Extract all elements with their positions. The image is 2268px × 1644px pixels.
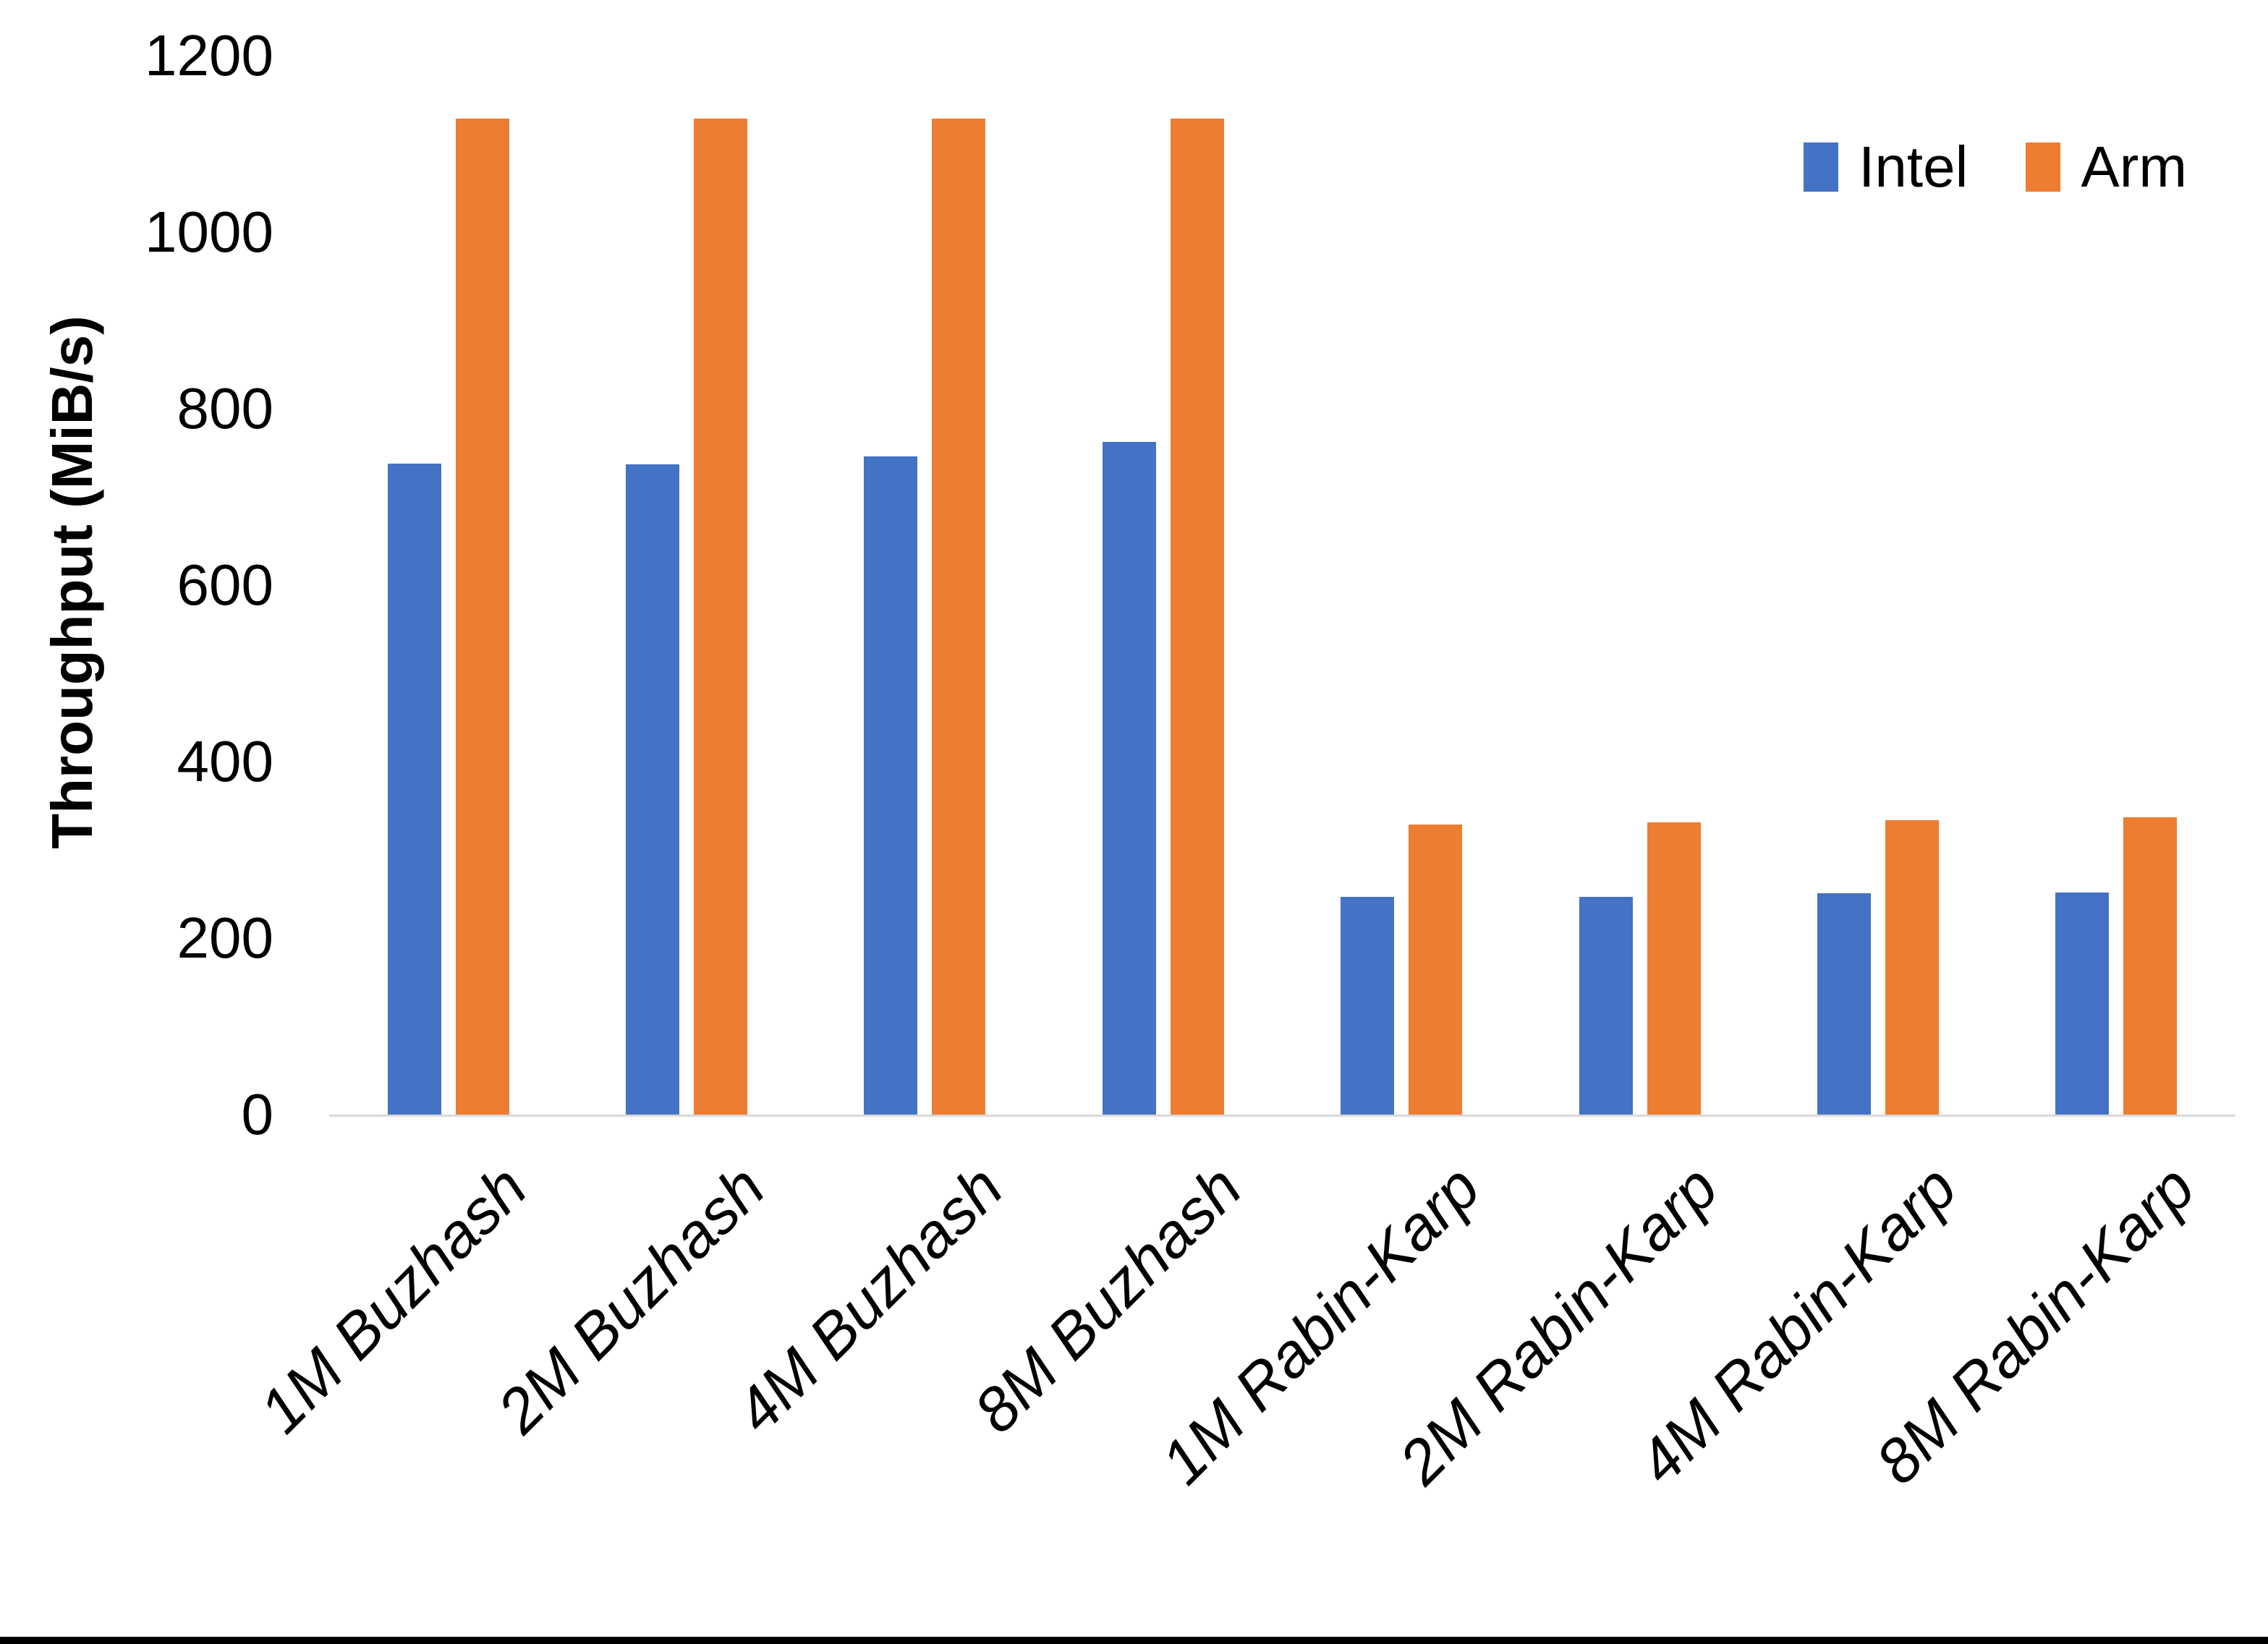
y-tick-1000: 1000 [145, 200, 273, 264]
bar-group-8m-rabin-karp [1997, 56, 2235, 1115]
bar-intel-4m-buzhash [864, 456, 918, 1115]
bar-arm-1m-rabin-karp [1409, 824, 1463, 1115]
bar-arm-4m-buzhash [932, 118, 986, 1115]
legend: Intel Arm [1804, 134, 2187, 200]
bar-intel-1m-buzhash [387, 463, 441, 1115]
legend-label-intel: Intel [1859, 135, 1968, 199]
bar-intel-1m-rabin-karp [1341, 896, 1395, 1115]
bar-arm-8m-rabin-karp [2123, 817, 2178, 1115]
bar-group-1m-buzhash [329, 56, 567, 1115]
y-tick-200: 200 [177, 906, 273, 970]
bar-group-4m-rabin-karp [1759, 56, 1997, 1115]
legend-swatch-intel [1804, 142, 1839, 192]
bar-arm-8m-buzhash [1170, 118, 1224, 1115]
y-tick-600: 600 [177, 553, 273, 617]
bar-arm-1m-buzhash [455, 118, 509, 1115]
bar-intel-2m-rabin-karp [1579, 896, 1633, 1115]
y-tick-1200: 1200 [145, 23, 273, 88]
bar-intel-4m-rabin-karp [1817, 893, 1871, 1115]
y-tick-800: 800 [177, 376, 273, 440]
bottom-border [0, 1637, 2268, 1644]
y-tick-0: 0 [241, 1082, 274, 1146]
bar-group-8m-buzhash [1044, 56, 1282, 1115]
bar-intel-8m-buzhash [1102, 442, 1156, 1115]
bar-intel-8m-rabin-karp [2055, 892, 2110, 1115]
bar-group-4m-buzhash [806, 56, 1044, 1115]
legend-item-intel: Intel [1804, 134, 1968, 200]
bar-arm-4m-rabin-karp [1885, 819, 1939, 1115]
legend-item-arm: Arm [2026, 134, 2187, 200]
y-tick-400: 400 [177, 729, 273, 793]
bar-group-2m-rabin-karp [1521, 56, 1759, 1115]
legend-swatch-arm [2026, 142, 2061, 192]
plot-area [329, 56, 2235, 1117]
bar-intel-2m-buzhash [626, 464, 680, 1115]
bar-group-2m-buzhash [567, 56, 805, 1115]
bar-arm-2m-buzhash [694, 118, 748, 1115]
legend-label-arm: Arm [2081, 135, 2187, 199]
bar-arm-2m-rabin-karp [1647, 822, 1701, 1115]
bar-group-1m-rabin-karp [1283, 56, 1521, 1115]
